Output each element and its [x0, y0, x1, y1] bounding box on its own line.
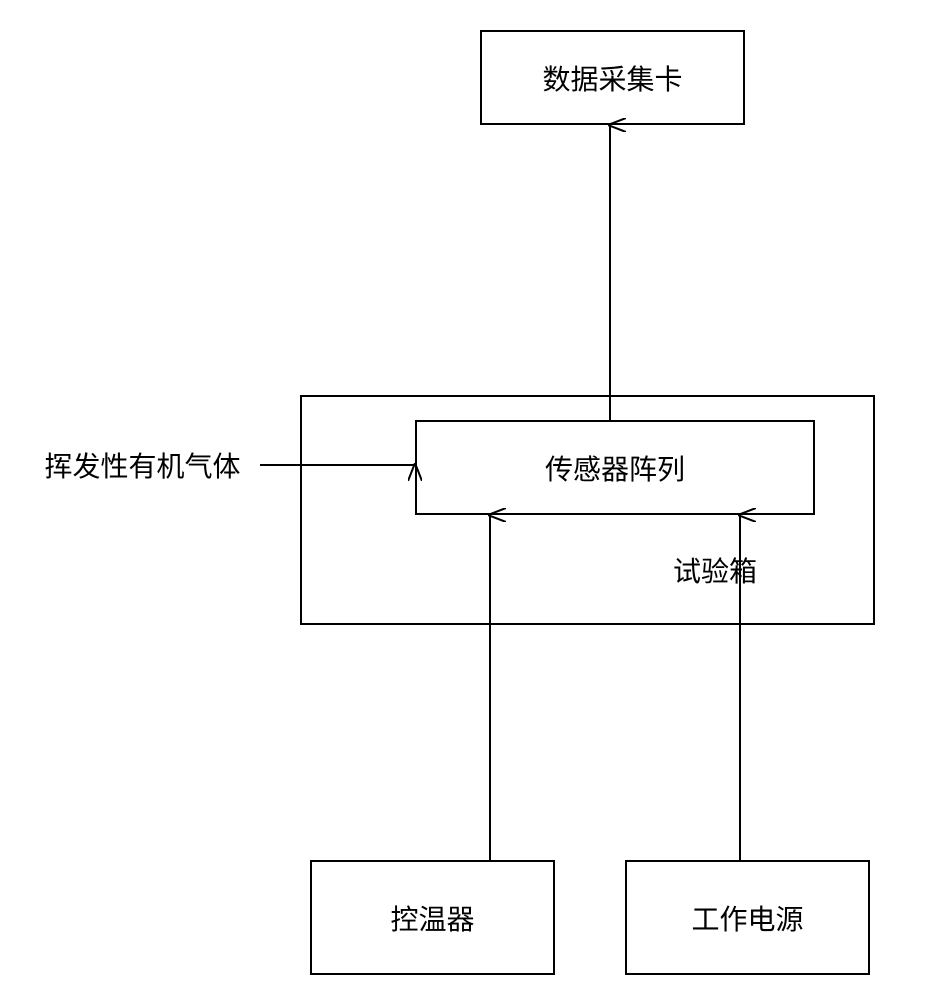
- node-sensor_array: 传感器阵列: [415, 420, 815, 515]
- node-data_card: 数据采集卡: [480, 30, 745, 125]
- node-label-power: 工作电源: [691, 898, 803, 938]
- node-power: 工作电源: [625, 860, 870, 975]
- node-test_chamber_label: 试验箱: [650, 550, 780, 590]
- node-temp_ctrl: 控温器: [310, 860, 555, 975]
- node-label-test_chamber_label: 试验箱: [673, 550, 757, 590]
- node-label-temp_ctrl: 控温器: [390, 898, 474, 938]
- node-voc_label: 挥发性有机气体: [25, 440, 260, 490]
- node-label-data_card: 数据采集卡: [542, 58, 682, 98]
- node-label-sensor_array: 传感器阵列: [545, 448, 685, 488]
- node-label-voc_label: 挥发性有机气体: [44, 445, 240, 485]
